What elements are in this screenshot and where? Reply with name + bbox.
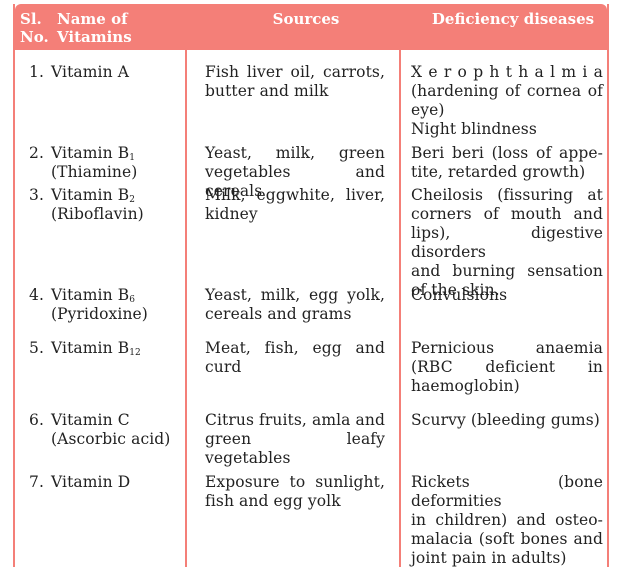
- row-1-deficiency-line-4: Night blindness: [411, 120, 537, 138]
- row-6-number: 6.: [29, 411, 44, 429]
- row-1-deficiency-line-3: eye): [411, 101, 445, 119]
- row-7-vitamin: Vitamin D: [51, 473, 191, 492]
- row-5-deficiency-line-1: Pernicious anaemia: [411, 339, 603, 357]
- header-sources: Sources: [272, 10, 340, 28]
- row-5-vitamin-name: Vitamin B: [51, 339, 130, 357]
- column-divider-left: [185, 50, 187, 567]
- row-7-number: 7.: [29, 473, 44, 491]
- row-2-number: 2.: [29, 144, 44, 162]
- row-3-vitamin: Vitamin B2 (Riboflavin): [51, 186, 191, 224]
- row-4-vitamin-alt-name: (Pyridoxine): [51, 305, 148, 323]
- row-7-vitamin-name: Vitamin D: [51, 473, 131, 491]
- row-3-deficiency-line-1: Cheilosis (fissuring at: [411, 186, 603, 204]
- row-4-sources: Yeast, milk, egg yolk, cereals and grams: [205, 286, 385, 324]
- row-2-deficiency: Beri beri (loss of appe- tite, retarded …: [411, 144, 603, 182]
- row-7-sources-line-2: fish and egg yolk: [205, 492, 341, 510]
- row-7-deficiency-line-1: Rickets (bone deformities: [411, 473, 603, 510]
- row-1-sources-line-1: Fish liver oil, carrots,: [205, 63, 385, 81]
- row-3-vitamin-alt-name: (Riboflavin): [51, 205, 144, 223]
- row-4-number: 4.: [29, 286, 44, 304]
- row-6-sources: Citrus fruits, amla and green leafy vege…: [205, 411, 385, 468]
- row-5-deficiency-line-2: (RBC deficient in: [411, 358, 603, 376]
- vitamins-table: Sl. No. Name of Vitamins Sources Deficie…: [13, 4, 609, 567]
- row-1-vitamin: Vitamin A: [51, 63, 191, 82]
- header-serial-number: Sl. No.: [20, 10, 50, 46]
- row-4-deficiency-line-1: Convulsions: [411, 286, 508, 304]
- row-3-deficiency-line-2: corners of mouth and: [411, 205, 603, 223]
- row-5-deficiency-line-3: haemoglobin): [411, 377, 520, 395]
- header-vitamins-label: Vitamins: [57, 28, 132, 46]
- row-5-vitamin-name-line: Vitamin B12: [51, 339, 191, 358]
- row-3-deficiency-line-4: and burning sensation: [411, 262, 603, 280]
- row-2-deficiency-line-1: Beri beri (loss of appe-: [411, 144, 603, 162]
- row-2-deficiency-line-2: tite, retarded growth): [411, 163, 586, 181]
- row-3-vitamin-name-line: Vitamin B2: [51, 186, 191, 205]
- row-2-vitamin: Vitamin B1 (Thiamine): [51, 144, 191, 182]
- row-2-vitamin-name: Vitamin B: [51, 144, 130, 162]
- row-4-sources-line-2: cereals and grams: [205, 305, 352, 323]
- row-7-sources-line-1: Exposure to sunlight,: [205, 473, 385, 491]
- row-5-number: 5.: [29, 339, 44, 357]
- row-4-vitamin-subscript: 6: [129, 295, 136, 305]
- row-6-vitamin-name: Vitamin C: [51, 411, 130, 429]
- header-no-label: No.: [20, 28, 49, 46]
- row-5-deficiency: Pernicious anaemia (RBC deficient in hae…: [411, 339, 603, 396]
- header-sl-label: Sl.: [20, 10, 42, 28]
- row-5-sources: Meat, fish, egg and curd: [205, 339, 385, 377]
- row-3-sources-line-2: kidney: [205, 205, 258, 223]
- row-1-deficiency-line-2: (hardening of cornea of: [411, 82, 603, 100]
- row-5-vitamin: Vitamin B12: [51, 339, 191, 358]
- row-1-number: 1.: [29, 63, 44, 81]
- row-6-vitamin: Vitamin C (Ascorbic acid): [51, 411, 191, 449]
- row-3-deficiency-line-5: of the skin.: [411, 281, 500, 299]
- row-2-sources-line-2: vegetables and cereals: [205, 163, 385, 200]
- row-7-deficiency-line-2: in children) and osteo-: [411, 511, 603, 529]
- row-5-vitamin-subscript: 12: [129, 348, 141, 358]
- row-3-deficiency: Cheilosis (fissuring at corners of mouth…: [411, 186, 603, 300]
- row-1-vitamin-name: Vitamin A: [51, 63, 130, 81]
- row-3-vitamin-name: Vitamin B: [51, 186, 130, 204]
- row-1-sources-line-2: butter and milk: [205, 82, 329, 100]
- column-divider-right: [399, 50, 401, 567]
- row-1-deficiency: X e r o p h t h a l m i a (hardening of …: [411, 63, 603, 139]
- row-3-number: 3.: [29, 186, 44, 204]
- row-7-sources: Exposure to sunlight, fish and egg yolk: [205, 473, 385, 511]
- row-6-vitamin-alt-name: (Ascorbic acid): [51, 430, 171, 448]
- row-4-deficiency: Convulsions: [411, 286, 603, 305]
- header-vitamin-name: Name of Vitamins: [57, 10, 187, 46]
- header-name-label: Name of: [57, 10, 128, 28]
- row-3-deficiency-line-3: lips), digestive disorders: [411, 224, 603, 261]
- row-3-vitamin-subscript: 2: [129, 195, 136, 205]
- row-4-sources-line-1: Yeast, milk, egg yolk,: [205, 286, 385, 304]
- row-4-vitamin-name-line: Vitamin B6: [51, 286, 191, 305]
- row-2-sources: Yeast, milk, green vegetables and cereal…: [205, 144, 385, 201]
- row-5-sources-line-1: Meat, fish, egg and: [205, 339, 385, 357]
- row-6-deficiency: Scurvy (bleeding gums): [411, 411, 603, 430]
- row-2-vitamin-subscript: 1: [129, 153, 136, 163]
- row-7-deficiency-line-3: malacia (soft bones and: [411, 530, 603, 548]
- row-7-deficiency: Rickets (bone deformities in children) a…: [411, 473, 603, 567]
- row-6-sources-line-2: green leafy vegetables: [205, 430, 385, 467]
- table-header: Sl. No. Name of Vitamins Sources Deficie…: [15, 4, 607, 50]
- row-6-deficiency-line-1: Scurvy (bleeding gums): [411, 411, 600, 429]
- row-3-sources-line-1: Milk, eggwhite, liver,: [205, 186, 385, 204]
- row-4-vitamin: Vitamin B6 (Pyridoxine): [51, 286, 191, 324]
- row-7-deficiency-line-4: joint pain in adults): [411, 549, 567, 567]
- row-1-deficiency-line-1: X e r o p h t h a l m i a: [411, 63, 603, 81]
- header-deficiency-diseases: Deficiency diseases: [431, 10, 595, 28]
- row-1-sources: Fish liver oil, carrots, butter and milk: [205, 63, 385, 101]
- row-2-vitamin-name-line: Vitamin B1: [51, 144, 191, 163]
- row-6-sources-line-1: Citrus fruits, amla and: [205, 411, 385, 429]
- row-2-vitamin-alt-name: (Thiamine): [51, 163, 138, 181]
- row-5-sources-line-2: curd: [205, 358, 242, 376]
- row-4-vitamin-name: Vitamin B: [51, 286, 130, 304]
- row-2-sources-line-1: Yeast, milk, green: [205, 144, 385, 162]
- row-3-sources: Milk, eggwhite, liver, kidney: [205, 186, 385, 224]
